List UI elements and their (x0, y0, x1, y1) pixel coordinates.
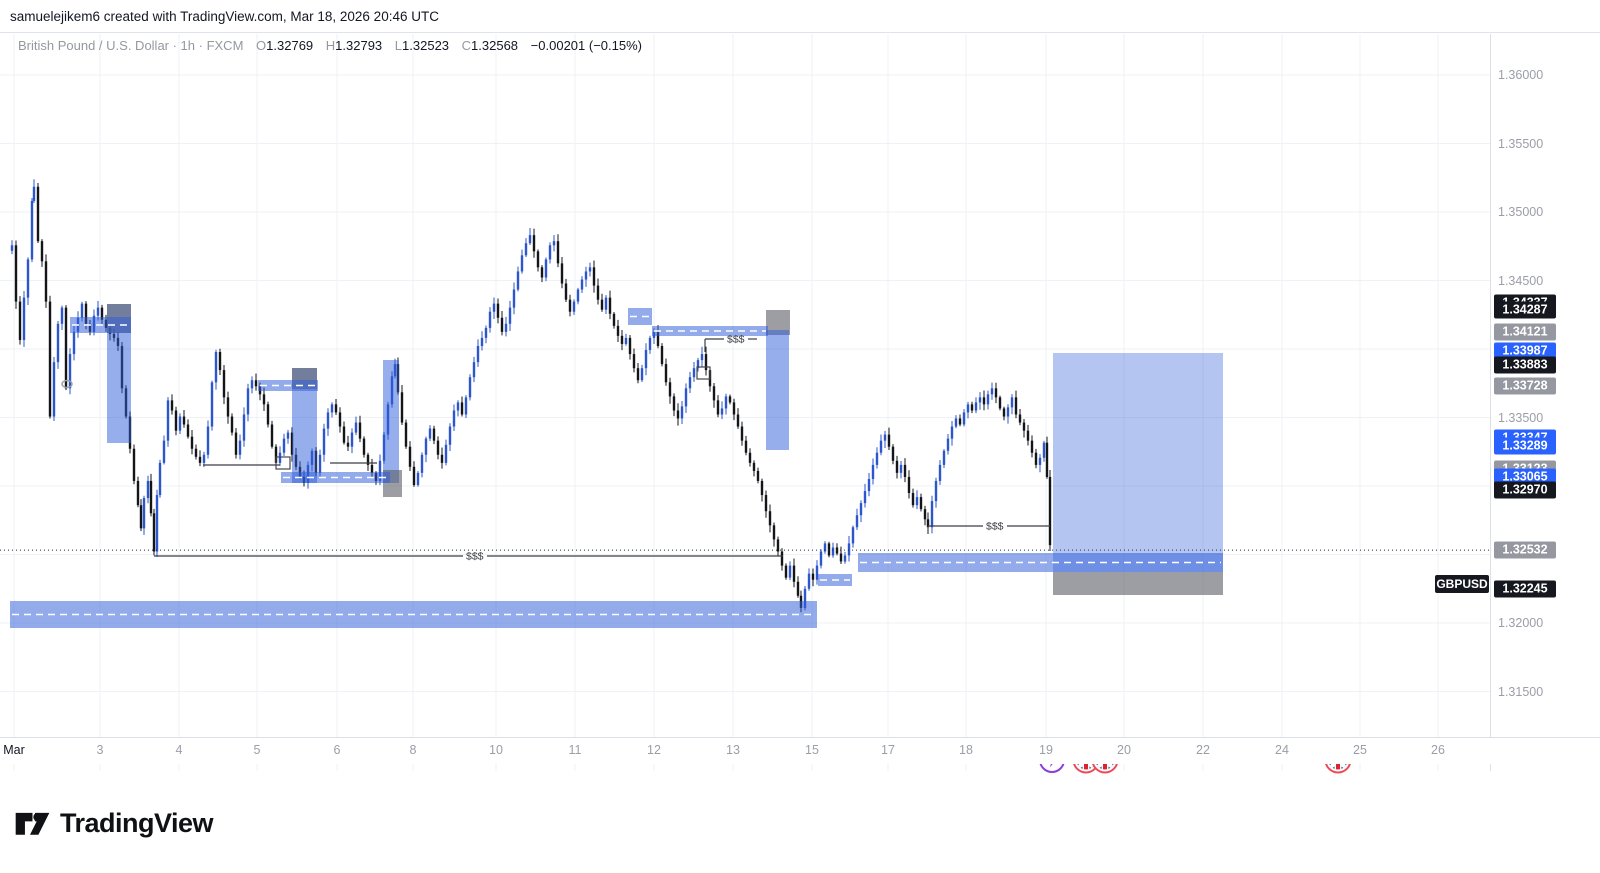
current-price-badge: 1.32532 (1494, 541, 1556, 559)
price-gridline-label: 1.35500 (1498, 136, 1544, 151)
sss-label: $$$ (466, 551, 484, 563)
price-gridline-label: 1.31500 (1498, 684, 1544, 699)
ohlc-low-label: L (394, 38, 403, 53)
price-level-badge: 1.34287 (1494, 301, 1556, 319)
sss-label: $$$ (727, 334, 745, 346)
time-axis-label: 12 (647, 743, 661, 757)
ohlc-close-label: C (461, 38, 472, 53)
time-axis-label: 18 (959, 743, 973, 757)
ohlc-close-value: 1.32568 (471, 38, 519, 53)
time-axis-label: 10 (489, 743, 503, 757)
price-gridline-label: 1.32000 (1498, 616, 1544, 630)
arc-marker (61, 379, 73, 389)
zone-mar8-blue (383, 360, 399, 483)
time-axis-label: 13 (726, 743, 740, 757)
chart-canvas[interactable]: $$$ $$$ $$$ (0, 34, 1490, 771)
time-axis-label: 25 (1353, 743, 1367, 757)
price-level-badge: 1.34121 (1494, 323, 1556, 341)
zone-mar13-blue (766, 330, 789, 450)
ohlc-open-label: O (256, 38, 267, 53)
time-axis-label: 22 (1196, 743, 1210, 757)
attribution-bar: samuelejikem6 created with TradingView.c… (0, 0, 1600, 33)
liquidity-lines[interactable]: $$$ $$$ $$$ (61, 334, 1050, 563)
supply-demand-zones[interactable] (10, 304, 1223, 628)
band-mar12-box (628, 308, 652, 325)
ohlc-high-value: 1.32793 (335, 38, 383, 53)
time-axis-label: Mar (3, 743, 25, 757)
price-level-badge: 1.33289 (1494, 437, 1556, 455)
tradingview-logo-icon (15, 812, 50, 835)
time-axis-label: 4 (175, 743, 183, 757)
time-axis-label: 17 (881, 743, 895, 757)
time-axis-label: 5 (253, 743, 261, 757)
time-scale[interactable]: Mar 3 4 5 6 8 10 11 12 13 15 17 18 19 20 22 24 25 26 (0, 737, 1600, 764)
time-axis-label: 3 (96, 743, 104, 757)
chart-pane[interactable]: $$$ $$$ $$$ British Pound / U.S. Dollar · … (0, 34, 1600, 774)
price-level-badge: 1.33987 (1494, 342, 1556, 360)
time-axis-label: 15 (805, 743, 819, 757)
price-level-badge: 1.32970 (1494, 481, 1556, 499)
ohlc-high-label: H (325, 38, 336, 53)
price-gridline-label: 1.33500 (1498, 410, 1544, 425)
price-gridline-label: 1.36000 (1498, 68, 1544, 82)
time-axis-label: 8 (409, 743, 417, 757)
outline-box (696, 366, 711, 380)
price-gridline-label: 1.34500 (1498, 273, 1544, 288)
price-level-badge: 1.33065 (1494, 468, 1556, 486)
time-axis-label: 6 (333, 743, 341, 757)
price-gridline-label: 1.35000 (1498, 205, 1544, 219)
sss-label: $$$ (986, 521, 1004, 533)
band-mar12 (652, 326, 768, 336)
time-axis-label: 19 (1039, 743, 1053, 757)
ohlc-open-value: 1.32769 (266, 38, 314, 53)
watermark-text: TradingView (60, 807, 214, 838)
price-scale[interactable]: 1.36000 1.35500 1.35000 1.34500 1.33500 1.320… (1490, 34, 1600, 771)
time-axis-label: 11 (568, 743, 582, 757)
time-axis-label: 20 (1117, 743, 1131, 757)
time-axis-label: 26 (1431, 743, 1445, 757)
tradingview-watermark: TradingView (14, 806, 214, 840)
price-change: −0.00201 (−0.15%) (530, 38, 642, 53)
outline-box (275, 456, 291, 470)
candles-layer (10, 179, 1052, 613)
symbol-legend[interactable]: British Pound / U.S. Dollar · 1h · FXCM … (18, 38, 642, 53)
ohlc-low-value: 1.32523 (402, 38, 450, 53)
time-axis-label: 24 (1275, 743, 1289, 757)
symbol-title: British Pound / U.S. Dollar · 1h · FXCM (18, 38, 244, 53)
zone-big-blue (1053, 353, 1223, 572)
symbol-name-tag: GBPUSD (1435, 575, 1489, 594)
zone-big-gray (1053, 572, 1223, 595)
price-level-badge: 1.32245 (1494, 580, 1556, 598)
price-level-badge: 1.33883 (1494, 356, 1556, 374)
price-level-badge: 1.33728 (1494, 377, 1556, 395)
